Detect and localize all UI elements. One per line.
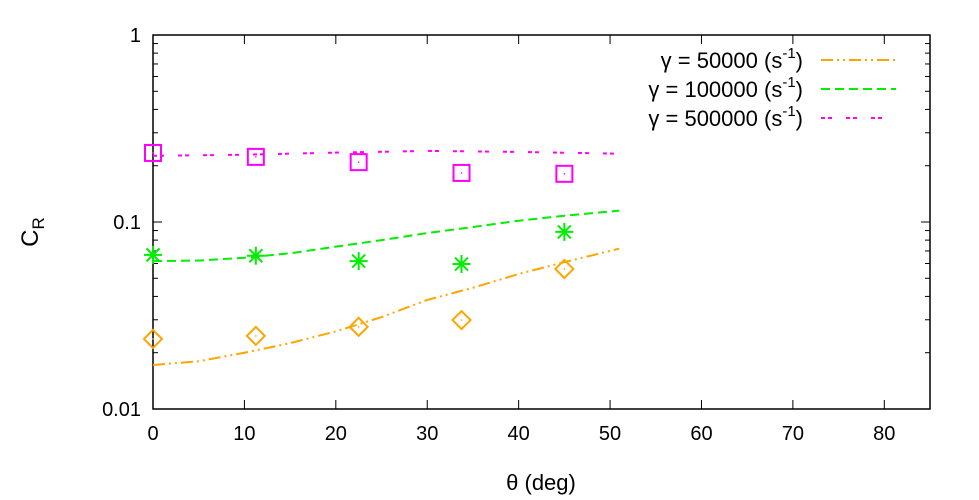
- legend-label-suffix: ): [796, 48, 803, 73]
- x-tick-label: 0: [147, 423, 158, 445]
- y-axis-label-subscript: R: [29, 217, 48, 229]
- series-layer: [142, 143, 620, 366]
- data-point-diamond: [348, 316, 370, 338]
- data-point-square: [144, 143, 162, 162]
- x-tick-label: 10: [233, 423, 255, 445]
- data-point-star: [246, 246, 265, 265]
- axes: 0 10 20 30 40 50 60 70 80 0.01 0.1 1: [102, 25, 931, 445]
- x-tick-label: 30: [416, 423, 438, 445]
- data-point-center: [357, 326, 360, 328]
- data-point-center: [357, 161, 360, 163]
- data-point-star: [349, 252, 368, 271]
- data-point-center: [460, 319, 463, 321]
- series-2: [144, 143, 620, 183]
- data-point-square: [246, 147, 265, 166]
- series-line: [152, 149, 620, 157]
- data-point-center: [152, 338, 154, 340]
- legend-label: γ = 50000 (s-1): [661, 45, 803, 73]
- data-point-star: [555, 222, 574, 241]
- data-point-star: [452, 255, 471, 274]
- series-1: [144, 209, 620, 274]
- data-point-diamond: [142, 328, 164, 350]
- data-point-center: [152, 152, 154, 154]
- x-tick-label: 20: [325, 423, 347, 445]
- x-tick-label: 60: [690, 423, 712, 445]
- data-point-square: [555, 164, 574, 183]
- y-axis-label: CR: [17, 217, 48, 247]
- legend-label-superscript: -1: [782, 74, 795, 91]
- data-point-square: [452, 163, 471, 182]
- y-tick-label: 0.01: [102, 399, 141, 421]
- data-point-diamond: [553, 258, 575, 280]
- x-axis-label: θ (deg): [506, 470, 576, 495]
- data-point-center: [563, 173, 566, 175]
- series-0: [142, 247, 620, 366]
- legend-label-text: γ = 500000 (s: [648, 106, 782, 131]
- data-point-center: [255, 335, 257, 337]
- data-point-diamond: [245, 325, 267, 347]
- legend-label-superscript: -1: [782, 103, 795, 120]
- legend-label-text: γ = 100000 (s: [648, 77, 782, 102]
- y-tick-label: 0.1: [113, 212, 141, 234]
- data-point-center: [563, 268, 566, 270]
- series-line: [152, 247, 620, 366]
- data-point-center: [460, 172, 463, 174]
- plot-border: [152, 34, 931, 410]
- data-point-star: [144, 245, 162, 264]
- series-line: [152, 209, 620, 263]
- x-tick-label: 80: [873, 423, 895, 445]
- y-axis-label-main: C: [17, 229, 44, 246]
- legend: γ = 50000 (s-1)γ = 100000 (s-1)γ = 50000…: [648, 45, 896, 131]
- legend-label-suffix: ): [796, 106, 803, 131]
- legend-label: γ = 500000 (s-1): [648, 103, 803, 131]
- legend-label: γ = 100000 (s-1): [648, 74, 803, 102]
- x-tick-label: 50: [599, 423, 621, 445]
- data-point-diamond: [451, 309, 472, 331]
- legend-label-superscript: -1: [782, 45, 795, 62]
- data-point-center: [255, 156, 257, 158]
- legend-label-text: γ = 50000 (s: [661, 48, 783, 73]
- x-tick-label: 70: [782, 423, 804, 445]
- data-point-square: [349, 153, 368, 172]
- legend-label-suffix: ): [796, 77, 803, 102]
- y-tick-label: 1: [130, 25, 141, 47]
- x-tick-label: 40: [508, 423, 530, 445]
